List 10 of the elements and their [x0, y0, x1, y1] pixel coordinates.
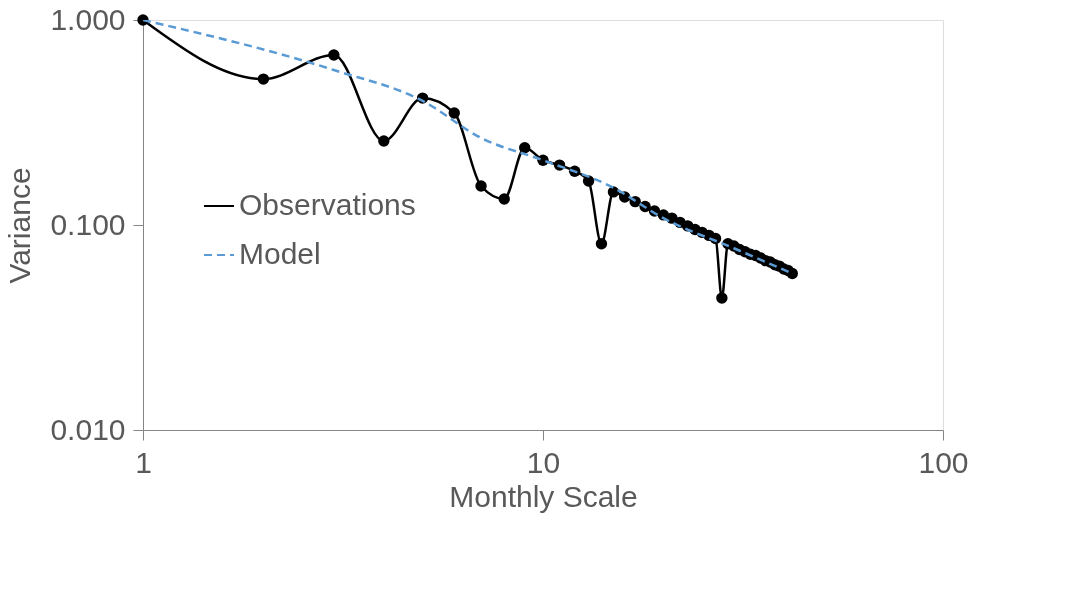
legend-label: Observations [239, 188, 416, 221]
y-axis-title: Variance [3, 167, 37, 284]
x-tick-label: 100 [918, 445, 969, 479]
x-tick-label: 10 [526, 445, 561, 479]
y-tick-label: 0.010 [50, 412, 126, 446]
x-tick-label: 1 [135, 445, 152, 479]
x-axis-title: Monthly Scale [449, 479, 638, 513]
y-tick-label: 0.100 [50, 207, 126, 241]
y-tick-label: 1.000 [50, 2, 126, 36]
legend-label: Model [239, 237, 321, 270]
